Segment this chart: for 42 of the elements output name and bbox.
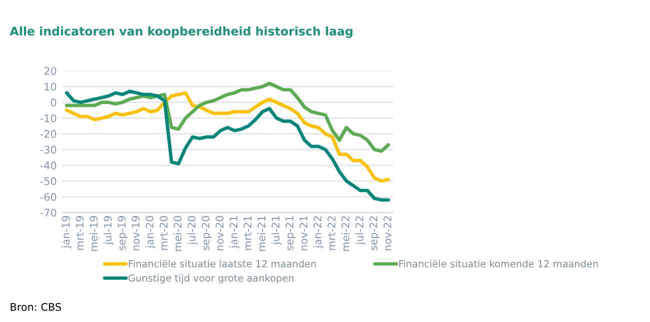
line-series xyxy=(64,90,390,202)
x-tick-label: nov-19 xyxy=(132,216,140,250)
x-tick-label: jan-19 xyxy=(62,216,72,248)
chart-title: Alle indicatoren van koopbereidheid historisch laag xyxy=(10,26,352,38)
x-tick-label: jan-20 xyxy=(146,216,156,248)
line-series xyxy=(64,91,390,183)
x-tick-label: sep-21 xyxy=(286,216,296,250)
y-tick-label: -70 xyxy=(40,208,56,217)
x-tick-label: mrt-19 xyxy=(76,216,84,250)
x-tick-label: jan-21 xyxy=(229,216,240,248)
x-tick-label: mei-20 xyxy=(174,216,182,251)
legend-label: Financiële situatie komende 12 maanden xyxy=(399,260,598,268)
y-tick-label: -10 xyxy=(40,114,56,122)
x-tick-label: jul-21 xyxy=(271,216,282,245)
x-tick-label: nov-22 xyxy=(384,216,392,250)
text: Bron: CBS xyxy=(10,303,62,311)
y-tick-label: -30 xyxy=(40,146,56,154)
x-tick-label: nov-20 xyxy=(216,216,224,250)
x-tick-label: jan-22 xyxy=(313,216,324,248)
x-tick-label: nov-21 xyxy=(300,216,308,250)
y-tick-label: 20 xyxy=(44,67,56,75)
x-tick-label: mrt-21 xyxy=(244,216,252,250)
legend-label: Gunstige tijd voor grote aankopen xyxy=(128,274,294,284)
x-tick-label: mei-21 xyxy=(257,216,266,251)
y-tick-label: -40 xyxy=(40,162,56,170)
y-tick-label: 10 xyxy=(44,82,56,91)
line-series xyxy=(64,82,390,153)
x-tick-label: jul-19 xyxy=(104,216,114,245)
y-tick-label: -60 xyxy=(40,193,56,201)
x-tick-label: mei-22 xyxy=(341,216,350,251)
x-tick-label: mrt-20 xyxy=(160,216,168,250)
legend-label: Financiële situatie laatste 12 maanden xyxy=(128,260,316,268)
y-tick-label: -50 xyxy=(40,177,56,186)
x-tick-label: sep-20 xyxy=(202,216,212,250)
x-tick-label: jul-20 xyxy=(187,216,198,245)
x-tick-label: mrt-22 xyxy=(328,216,336,250)
y-tick-label: 0 xyxy=(50,98,56,106)
x-tick-label: sep-19 xyxy=(118,216,128,250)
y-tick-label: -20 xyxy=(40,130,56,138)
x-tick-label: sep-22 xyxy=(370,216,380,250)
x-tick-label: jul-22 xyxy=(355,216,366,245)
x-tick-label: mei-19 xyxy=(90,216,98,251)
